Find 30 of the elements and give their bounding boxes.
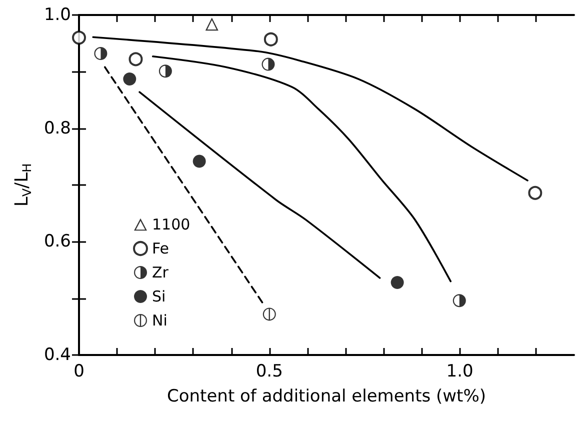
point bbox=[264, 32, 278, 46]
point bbox=[192, 154, 206, 168]
point bbox=[390, 276, 404, 289]
y-tick-label: 0.4 bbox=[44, 345, 71, 365]
line-series bbox=[152, 55, 452, 282]
x-tick-label: 1.0 bbox=[446, 362, 474, 382]
x-axis-title: Content of additional elements (wt%) bbox=[167, 386, 486, 406]
point bbox=[528, 186, 542, 200]
x-tick-label: 0.5 bbox=[256, 362, 283, 382]
point bbox=[262, 58, 275, 71]
point bbox=[128, 52, 143, 66]
point bbox=[158, 64, 172, 78]
legend-label: Ni bbox=[152, 312, 168, 330]
point bbox=[72, 30, 86, 45]
point bbox=[205, 18, 218, 31]
point bbox=[452, 294, 466, 308]
legend-label: Fe bbox=[152, 240, 170, 258]
legend-label: 1100 bbox=[152, 216, 190, 234]
y-axis-title: LV/LH bbox=[12, 163, 34, 207]
point bbox=[262, 308, 276, 321]
point bbox=[94, 47, 108, 60]
line-series bbox=[92, 36, 528, 182]
line-series bbox=[138, 91, 381, 279]
legend-label: Zr bbox=[152, 264, 170, 282]
x-tick-label: 0 bbox=[74, 362, 84, 382]
y-tick-label: 1.0 bbox=[44, 5, 71, 25]
y-tick-label: 0.8 bbox=[44, 118, 71, 138]
y-tick-label: 0.6 bbox=[44, 232, 71, 252]
point bbox=[123, 72, 136, 86]
legend-label: Si bbox=[152, 288, 166, 306]
